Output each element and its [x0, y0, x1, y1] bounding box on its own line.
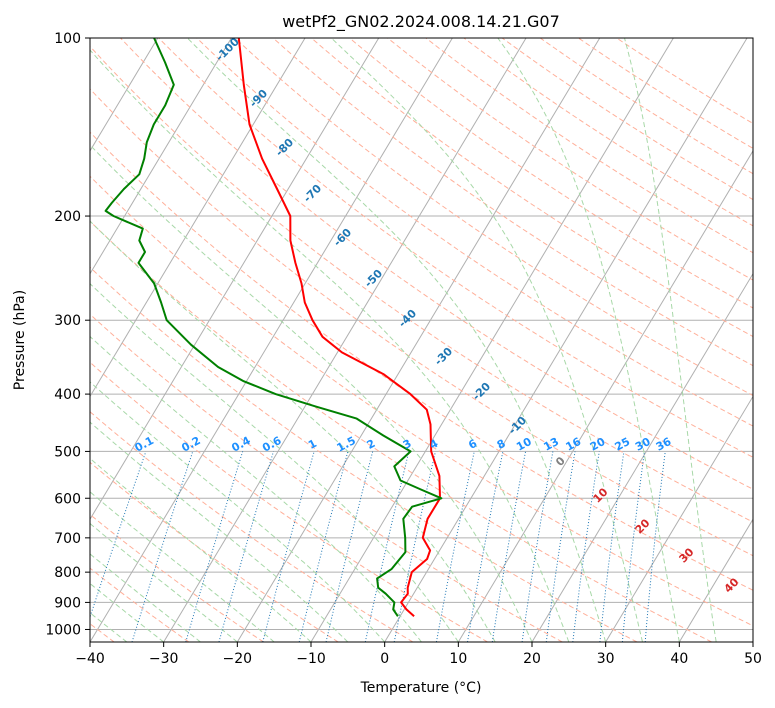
plot-frame [89, 37, 754, 643]
mixing-ratio-line [435, 451, 475, 642]
mixing-ratio-line [262, 451, 315, 642]
mixing-ratio-line [185, 451, 244, 642]
isotherm-line [531, 272, 753, 642]
y-tick-label: 900 [54, 595, 81, 611]
x-tick-label: −20 [223, 651, 253, 667]
isotherm-line [678, 518, 753, 642]
mixing-ratio-lines [90, 451, 666, 642]
dry-adiabat [119, 38, 753, 490]
dry-adiabat [272, 38, 753, 367]
moist-adiabat [624, 38, 717, 642]
temperature-line [237, 38, 441, 618]
moist-adiabat [187, 38, 607, 642]
dry-adiabat [234, 38, 753, 397]
mixing-ratio-label: 25 [613, 435, 633, 454]
dry-adiabat [90, 131, 753, 591]
mixing-ratio-line [521, 451, 554, 642]
dry-adiabat [90, 513, 264, 642]
moist-adiabat [90, 457, 312, 642]
moist-adiabat [90, 553, 201, 642]
profile-series [104, 38, 443, 618]
mixing-ratio-label: 16 [564, 435, 584, 454]
mixing-ratio-label: 10 [514, 435, 534, 454]
y-tick-label: 200 [54, 209, 81, 225]
mixing-ratio-label: 20 [588, 435, 608, 454]
mixing-ratio-line [131, 451, 194, 642]
plot-area [90, 38, 753, 642]
moist-adiabat [90, 49, 570, 642]
mixing-ratio-line [393, 451, 436, 642]
dry-adiabat [90, 266, 638, 642]
isotherm-line [236, 38, 601, 642]
mixing-ratio-line [644, 451, 666, 642]
y-tick-label: 700 [54, 531, 81, 547]
moist-adiabats [90, 38, 717, 642]
x-tick-label: 10 [449, 651, 467, 667]
x-tick-label: 20 [523, 651, 541, 667]
moist-adiabat [90, 491, 275, 642]
moist-adiabat [90, 144, 533, 642]
moist-adiabat [90, 582, 164, 642]
moist-adiabat [90, 220, 496, 642]
dry-adiabat [310, 38, 753, 338]
moist-adiabat [90, 522, 238, 642]
moist-adiabat [90, 282, 459, 642]
y-tick-label: 100 [54, 31, 81, 47]
isotherm-line [384, 38, 748, 642]
mixing-ratio-line [545, 451, 576, 642]
x-tick-label: 0 [380, 651, 389, 667]
x-axis-label: Temperature (°C) [360, 680, 482, 696]
dewpoint-line [104, 38, 443, 617]
dry-adiabat [90, 361, 488, 642]
moist-adiabat [497, 38, 680, 642]
y-tick-label: 800 [54, 565, 81, 581]
chart-title: wetPf2_GN02.2024.008.14.21.G07 [282, 12, 560, 32]
x-tick-label: −10 [296, 651, 326, 667]
isobar-grid [90, 38, 753, 630]
mixing-ratio-line [298, 451, 349, 642]
dry-adiabat [90, 45, 753, 523]
x-tick-label: −40 [75, 651, 105, 667]
dry-adiabat [90, 175, 753, 627]
isotherm-line [90, 38, 380, 521]
isotherm-line [90, 38, 453, 642]
mixing-ratio-label: 36 [654, 435, 674, 454]
moist-adiabat [90, 335, 422, 642]
x-tick-label: 40 [670, 651, 688, 667]
y-tick-label: 1000 [45, 622, 81, 638]
mixing-ratio-label: 13 [541, 435, 561, 454]
isotherm-line [163, 38, 527, 642]
x-axis: −40 −30 −20 −10 0 10 20 30 40 50 [75, 642, 762, 667]
isotherm-line [457, 149, 753, 642]
y-tick-label: 600 [54, 491, 81, 507]
x-tick-label: 50 [744, 651, 762, 667]
moist-adiabat [90, 381, 386, 642]
dry-adiabat [348, 38, 753, 309]
mixing-ratio-line [572, 451, 600, 642]
x-tick-label: 30 [597, 651, 615, 667]
mixing-ratio-label: 30 [633, 435, 653, 454]
mixing-ratio-line [621, 451, 645, 642]
dry-adiabat [90, 313, 563, 642]
mixing-ratio-line [599, 451, 625, 642]
y-tick-label: 400 [54, 387, 81, 403]
isotherm-line [90, 38, 232, 275]
mixing-ratio-line [218, 451, 274, 642]
y-tick-label: 300 [54, 313, 81, 329]
isotherm-line [605, 395, 753, 642]
moist-adiabat [330, 38, 643, 642]
y-axis-label: Pressure (hPa) [12, 290, 28, 390]
isotherm-line [90, 38, 159, 152]
x-tick-label: −30 [149, 651, 179, 667]
isotherm-line [90, 38, 306, 398]
y-axis: 100 200 300 400 500 600 700 800 900 1000 [45, 31, 90, 638]
mixing-ratio-line [325, 451, 374, 642]
y-tick-label: 500 [54, 444, 81, 460]
dry-adiabat [90, 220, 712, 642]
